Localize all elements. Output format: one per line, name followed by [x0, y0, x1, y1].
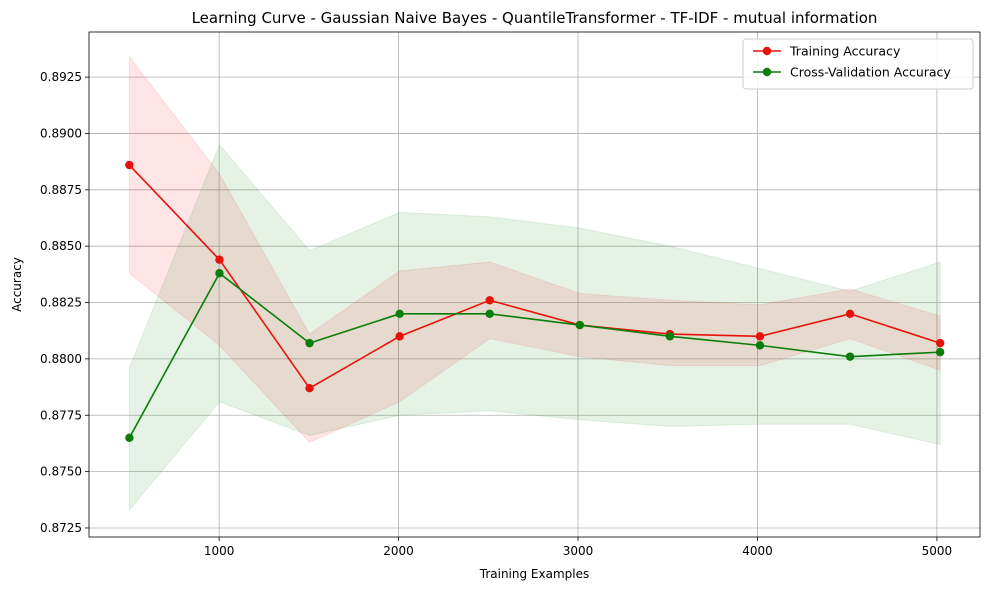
data-point — [485, 296, 494, 305]
legend-marker — [762, 67, 772, 77]
plot-frame — [88, 31, 981, 538]
series-lines — [128, 164, 941, 439]
x-tick-label: 5000 — [922, 544, 953, 558]
data-point — [755, 341, 765, 350]
x-axis-label: Training Examples — [479, 567, 589, 581]
data-point — [845, 352, 855, 361]
y-tick-label: 0.8800 — [40, 352, 82, 366]
std-band — [128, 55, 941, 443]
x-tick-label: 3000 — [563, 544, 594, 558]
legend-label: Training Accuracy — [789, 44, 901, 59]
data-point — [305, 384, 314, 393]
std-band — [128, 143, 941, 512]
data-point — [395, 332, 404, 341]
y-tick-label: 0.8850 — [40, 239, 82, 253]
data-point — [125, 160, 134, 170]
data-point — [305, 338, 314, 348]
axis-ticks: 1000 2000 3000 4000 5000 0.8725 0.8750 0.8775 0.… — [40, 70, 952, 558]
grid-lines — [89, 32, 980, 537]
data-point — [575, 320, 585, 330]
data-point — [215, 269, 224, 278]
x-tick-label: 1000 — [204, 544, 235, 558]
y-tick-label: 0.8875 — [40, 183, 82, 197]
y-tick-label: 0.8775 — [40, 408, 82, 422]
data-point — [935, 347, 945, 357]
y-tick-label: 0.8725 — [40, 521, 82, 535]
data-point — [215, 255, 224, 264]
y-tick-label: 0.8900 — [40, 126, 82, 140]
series-line — [128, 164, 941, 390]
y-tick-label: 0.8825 — [40, 296, 82, 310]
data-point — [755, 332, 765, 341]
chart-title: Learning Curve - Gaussian Naive Bayes - … — [192, 9, 878, 27]
legend-label: Cross-Validation Accuracy — [790, 65, 951, 80]
series-points — [125, 160, 945, 443]
data-point — [845, 309, 855, 319]
x-tick-label: 4000 — [742, 544, 773, 558]
data-point — [125, 433, 134, 443]
data-point — [485, 309, 494, 319]
data-point — [935, 338, 945, 348]
legend-box — [742, 38, 974, 90]
x-tick-label: 2000 — [383, 544, 414, 558]
series-line — [128, 272, 941, 439]
std-bands — [128, 55, 941, 512]
y-axis-label: Accuracy — [10, 257, 24, 312]
y-tick-label: 0.8750 — [40, 465, 82, 479]
data-point — [665, 332, 675, 341]
y-tick-label: 0.8925 — [40, 70, 82, 84]
legend-marker — [762, 46, 772, 56]
legend: Training Accuracy Cross-Validation Accura… — [742, 38, 974, 90]
data-point — [395, 309, 404, 319]
